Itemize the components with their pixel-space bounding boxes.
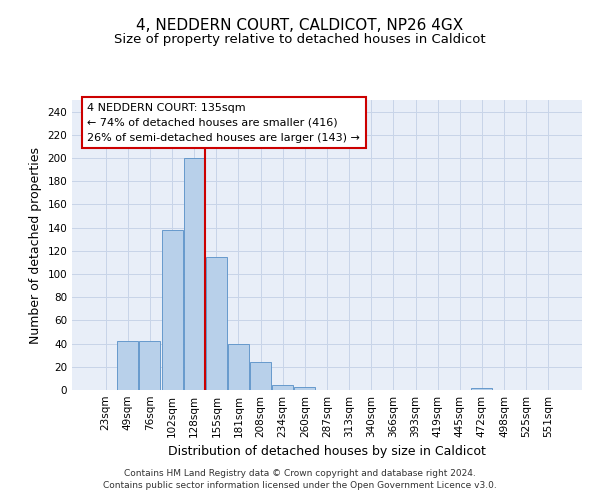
Bar [472, 388, 493, 390]
Bar [228, 344, 249, 390]
Bar [206, 256, 227, 390]
Bar [118, 342, 139, 390]
X-axis label: Distribution of detached houses by size in Caldicot: Distribution of detached houses by size … [168, 446, 486, 458]
Text: Contains public sector information licensed under the Open Government Licence v3: Contains public sector information licen… [103, 481, 497, 490]
Text: Size of property relative to detached houses in Caldicot: Size of property relative to detached ho… [114, 32, 486, 46]
Y-axis label: Number of detached properties: Number of detached properties [29, 146, 42, 344]
Bar [272, 386, 293, 390]
Text: 4, NEDDERN COURT, CALDICOT, NP26 4GX: 4, NEDDERN COURT, CALDICOT, NP26 4GX [136, 18, 464, 32]
Text: 4 NEDDERN COURT: 135sqm
← 74% of detached houses are smaller (416)
26% of semi-d: 4 NEDDERN COURT: 135sqm ← 74% of detache… [88, 103, 360, 142]
Bar [295, 386, 316, 390]
Bar [161, 230, 182, 390]
Text: Contains HM Land Registry data © Crown copyright and database right 2024.: Contains HM Land Registry data © Crown c… [124, 468, 476, 477]
Bar [250, 362, 271, 390]
Bar [139, 342, 160, 390]
Bar [184, 158, 205, 390]
